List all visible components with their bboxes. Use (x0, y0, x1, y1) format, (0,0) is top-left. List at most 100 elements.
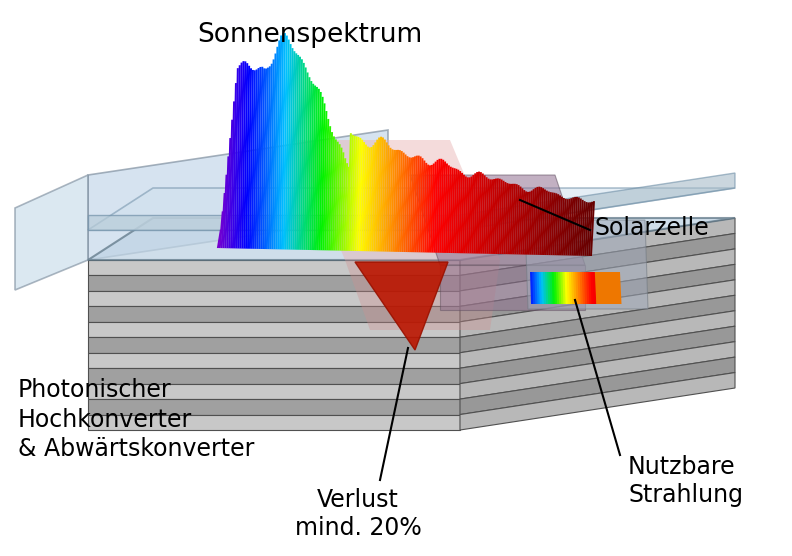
Polygon shape (328, 132, 333, 250)
Polygon shape (577, 272, 581, 304)
Text: Sonnenspektrum: Sonnenspektrum (197, 22, 423, 48)
Polygon shape (546, 192, 551, 255)
Polygon shape (217, 230, 222, 248)
Polygon shape (569, 197, 574, 256)
Polygon shape (537, 187, 543, 255)
Polygon shape (432, 162, 436, 252)
Polygon shape (455, 170, 459, 253)
Polygon shape (440, 160, 444, 253)
Polygon shape (460, 234, 735, 291)
Polygon shape (294, 55, 299, 250)
Polygon shape (527, 191, 533, 255)
Polygon shape (355, 262, 448, 350)
Polygon shape (88, 130, 388, 260)
Polygon shape (509, 184, 514, 254)
Polygon shape (313, 87, 318, 250)
Polygon shape (460, 173, 735, 230)
Polygon shape (562, 199, 567, 255)
Polygon shape (481, 175, 485, 254)
Polygon shape (539, 272, 543, 304)
Polygon shape (470, 175, 474, 254)
Polygon shape (547, 272, 551, 304)
Polygon shape (534, 187, 539, 255)
Polygon shape (460, 311, 735, 368)
Polygon shape (524, 192, 529, 255)
Polygon shape (485, 178, 489, 254)
Polygon shape (545, 272, 550, 304)
Polygon shape (460, 295, 735, 353)
Polygon shape (565, 272, 569, 304)
Polygon shape (377, 137, 382, 251)
Polygon shape (571, 272, 575, 304)
Polygon shape (543, 191, 548, 255)
Polygon shape (388, 150, 394, 252)
Polygon shape (588, 272, 592, 304)
Polygon shape (449, 167, 454, 253)
Polygon shape (535, 187, 540, 255)
Polygon shape (482, 177, 488, 254)
Polygon shape (281, 33, 286, 250)
Polygon shape (531, 188, 536, 255)
Polygon shape (549, 192, 554, 255)
Polygon shape (436, 159, 440, 253)
Polygon shape (539, 188, 544, 255)
Polygon shape (556, 195, 561, 255)
Polygon shape (569, 272, 573, 304)
Polygon shape (575, 197, 580, 256)
Polygon shape (385, 145, 390, 252)
Polygon shape (460, 326, 735, 384)
Polygon shape (249, 70, 254, 249)
Polygon shape (403, 156, 409, 252)
Polygon shape (581, 201, 585, 256)
Polygon shape (541, 272, 545, 304)
Polygon shape (543, 272, 547, 304)
Polygon shape (392, 150, 397, 252)
Polygon shape (479, 173, 484, 254)
Polygon shape (234, 68, 239, 249)
Polygon shape (302, 67, 307, 250)
Polygon shape (494, 178, 499, 254)
Polygon shape (526, 192, 531, 255)
Polygon shape (347, 133, 352, 251)
Polygon shape (253, 70, 257, 249)
Polygon shape (309, 84, 314, 250)
Polygon shape (441, 161, 446, 253)
Polygon shape (567, 198, 573, 256)
Polygon shape (306, 77, 310, 250)
Polygon shape (364, 147, 369, 251)
Text: Verlust
mind. 20%: Verlust mind. 20% (295, 488, 421, 540)
Polygon shape (307, 81, 312, 250)
Polygon shape (567, 272, 571, 304)
Polygon shape (15, 175, 88, 290)
Polygon shape (345, 167, 350, 251)
Polygon shape (564, 199, 569, 255)
Polygon shape (500, 181, 505, 254)
Polygon shape (239, 61, 245, 249)
Polygon shape (460, 175, 465, 253)
Polygon shape (467, 176, 473, 254)
Polygon shape (88, 215, 460, 230)
Polygon shape (284, 39, 290, 250)
Polygon shape (247, 68, 252, 249)
Polygon shape (257, 67, 261, 249)
Polygon shape (579, 200, 584, 256)
Polygon shape (352, 136, 357, 251)
Polygon shape (507, 184, 512, 254)
Polygon shape (460, 264, 735, 322)
Polygon shape (530, 272, 534, 304)
Polygon shape (433, 160, 439, 252)
Polygon shape (254, 68, 260, 249)
Polygon shape (462, 176, 466, 254)
Polygon shape (251, 70, 256, 249)
Polygon shape (582, 202, 588, 256)
Polygon shape (88, 337, 460, 353)
Polygon shape (501, 182, 506, 254)
Polygon shape (515, 185, 520, 255)
Polygon shape (321, 103, 326, 250)
Polygon shape (417, 156, 421, 252)
Polygon shape (224, 156, 230, 248)
Polygon shape (428, 165, 433, 252)
Polygon shape (232, 83, 237, 249)
Polygon shape (445, 165, 450, 253)
Polygon shape (296, 57, 301, 250)
